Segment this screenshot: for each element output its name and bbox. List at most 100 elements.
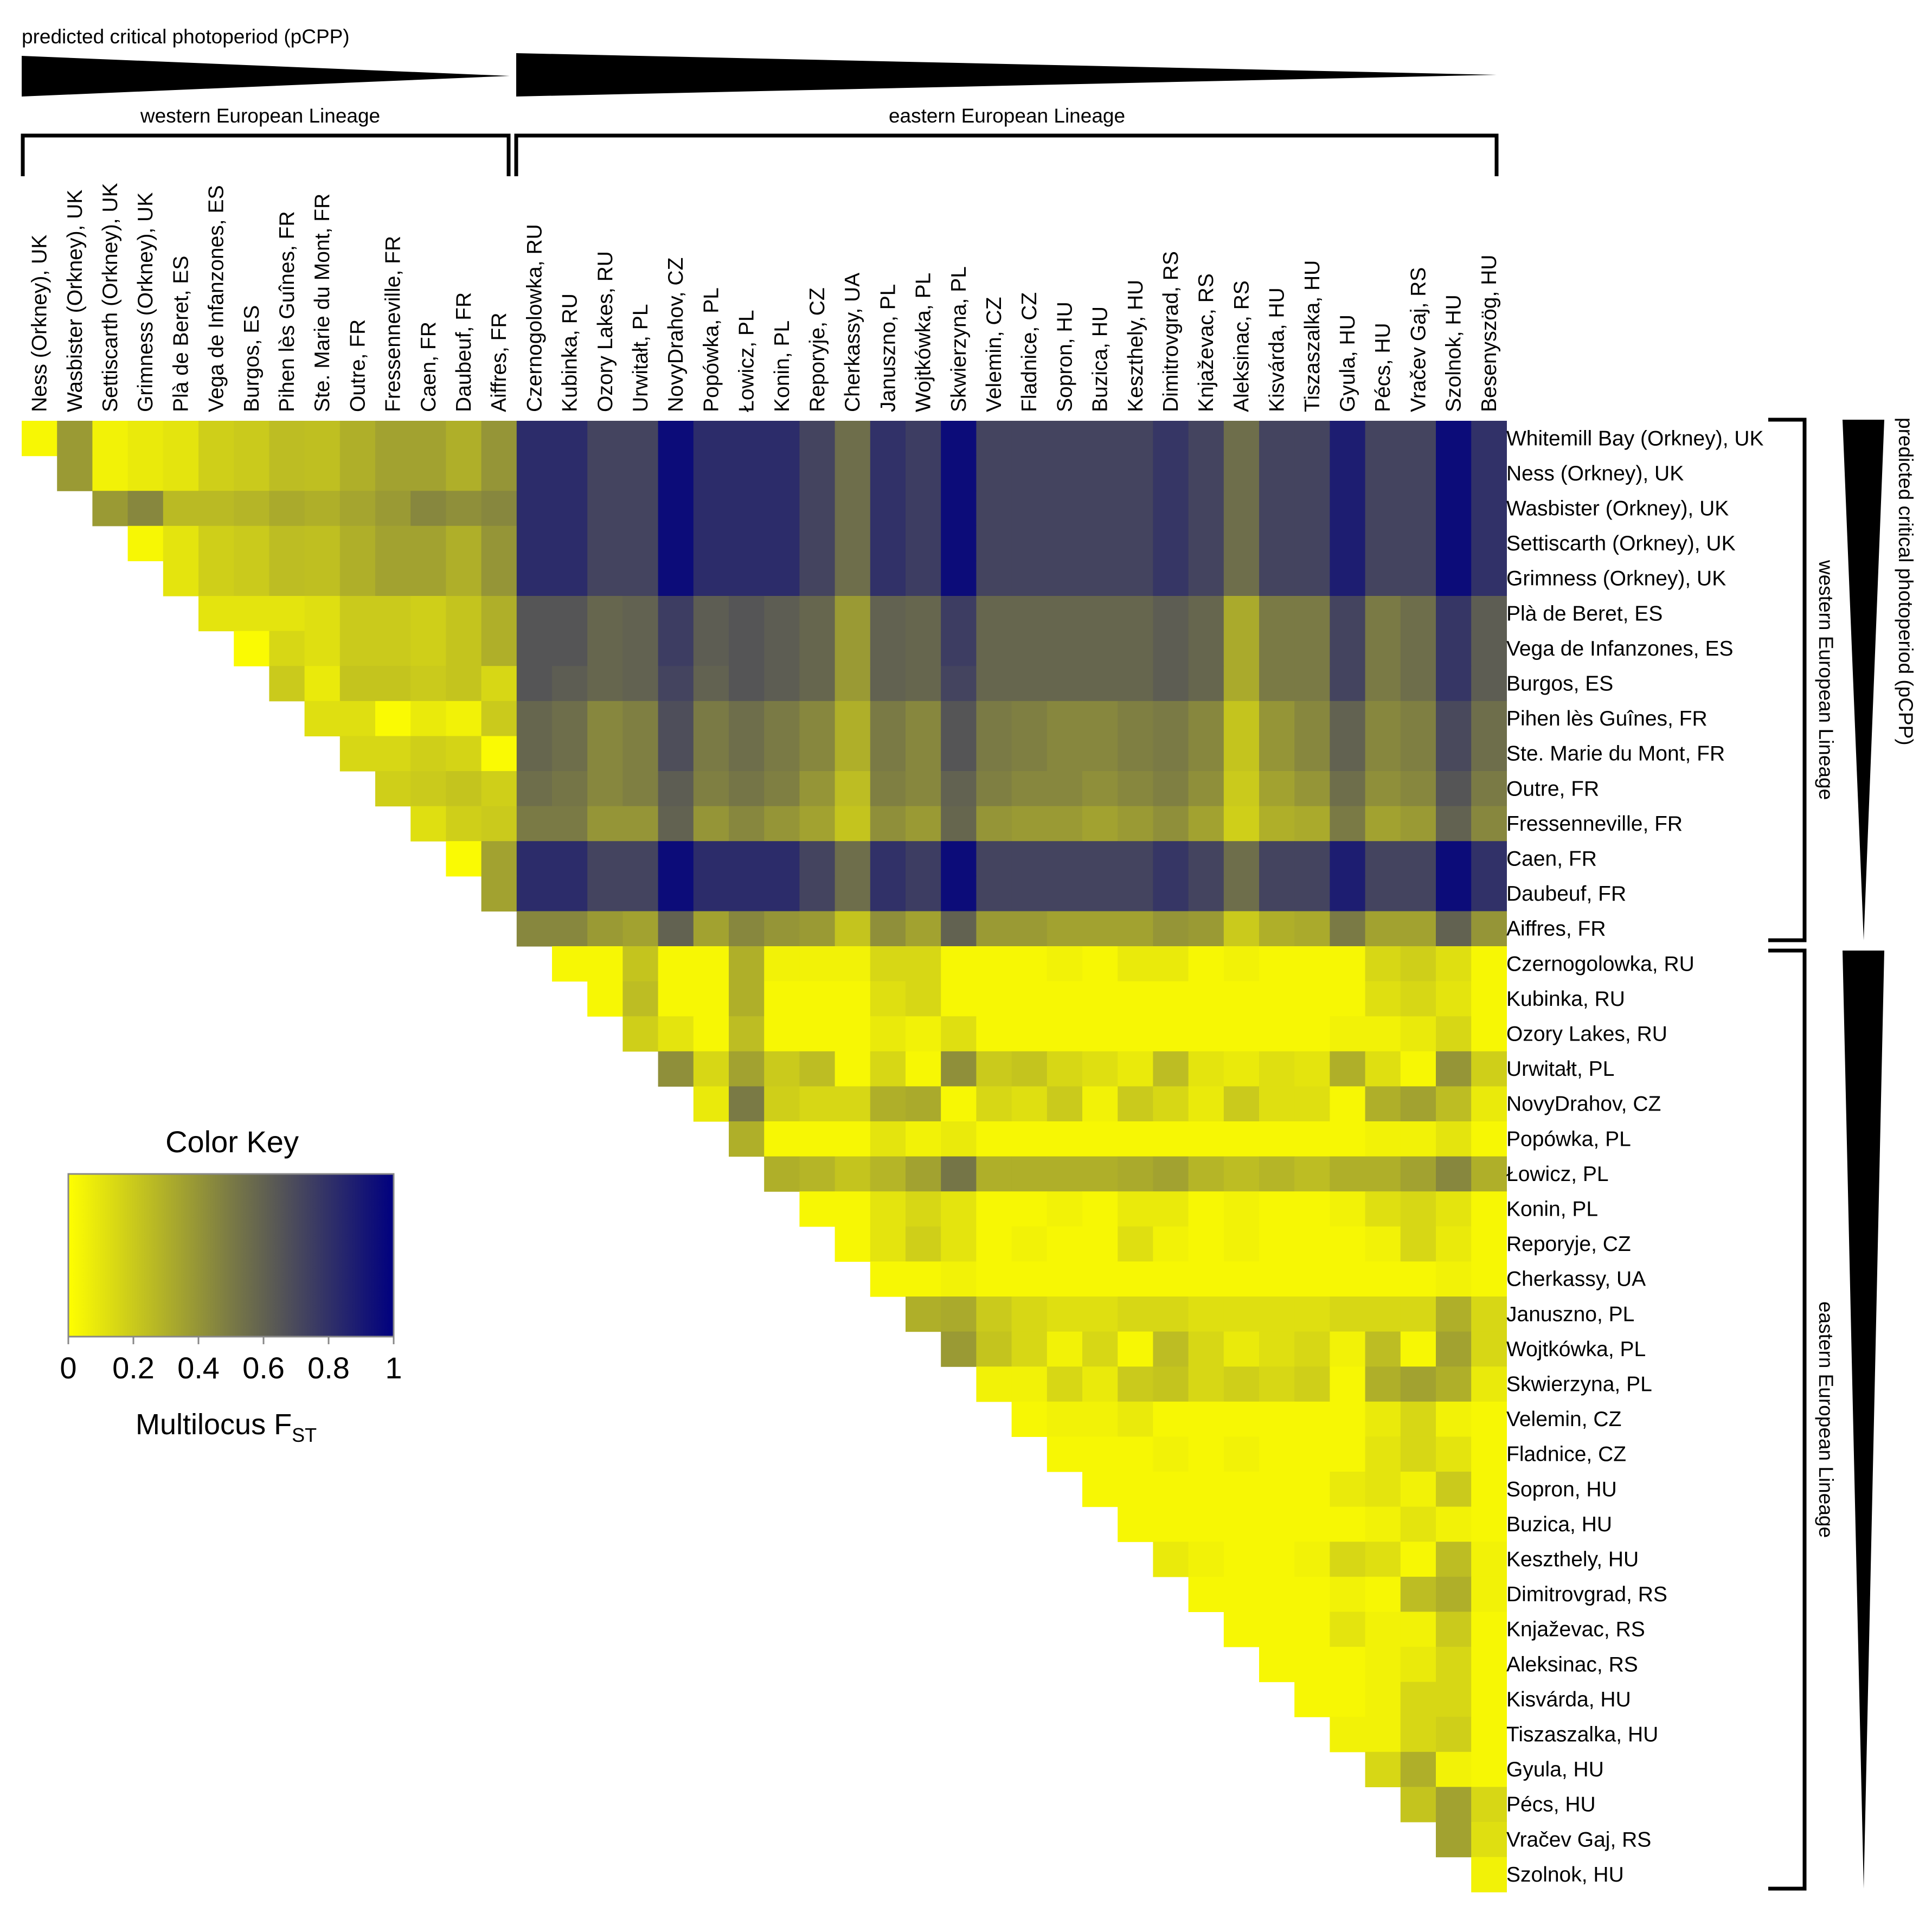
heatmap-cell: [1011, 1156, 1048, 1192]
heatmap-cell: [552, 525, 588, 561]
heatmap-cell: [410, 561, 446, 596]
heatmap-cell: [1436, 946, 1472, 982]
heatmap-cell: [516, 876, 553, 912]
heatmap-cell: [1365, 631, 1401, 666]
heatmap-cell: [941, 806, 977, 842]
heatmap-cell: [764, 806, 800, 842]
heatmap-cell: [1188, 491, 1224, 527]
heatmap-cell: [941, 701, 977, 736]
eastern-bracket-right: [1768, 948, 1807, 1891]
heatmap-cell: [1400, 1297, 1436, 1332]
heatmap-cell: [835, 561, 871, 596]
heatmap-cell: [799, 631, 836, 666]
heatmap-cell: [622, 666, 659, 702]
heatmap-cell: [658, 946, 694, 982]
heatmap-cell: [1471, 1576, 1507, 1612]
heatmap-cell: [304, 596, 341, 632]
heatmap-cell: [906, 455, 941, 491]
heatmap-cell: [587, 841, 623, 877]
heatmap-cell: [163, 561, 199, 596]
heatmap-cell: [1294, 1051, 1330, 1087]
heatmap-cell: [481, 876, 517, 912]
heatmap-cell: [1259, 1261, 1295, 1297]
heatmap-cell: [941, 911, 977, 947]
heatmap-cell: [658, 841, 694, 877]
heatmap-cell: [1330, 1401, 1366, 1437]
heatmap-cell: [1118, 631, 1153, 666]
heatmap-cell: [1047, 911, 1083, 947]
heatmap-cell: [1365, 1297, 1401, 1332]
heatmap-cell: [1047, 455, 1083, 491]
heatmap-cell: [1153, 771, 1189, 807]
heatmap-cell: [764, 1086, 800, 1122]
heatmap-cell: [1259, 806, 1295, 842]
heatmap-cell: [304, 525, 341, 561]
heatmap-cell: [304, 631, 341, 666]
heatmap-cell: [410, 596, 446, 632]
heatmap-cell: [552, 736, 588, 772]
heatmap-cell: [976, 421, 1012, 457]
heatmap-cell: [799, 561, 836, 596]
heatmap-cell: [375, 771, 411, 807]
heatmap-cell: [481, 701, 517, 736]
heatmap-cell: [1365, 1472, 1401, 1507]
heatmap-cell: [622, 455, 659, 491]
heatmap-cell: [1294, 736, 1330, 772]
heatmap-cell: [1436, 1086, 1472, 1122]
heatmap-cell: [1330, 1016, 1366, 1052]
heatmap-cell: [1223, 1506, 1260, 1542]
heatmap-cell: [1330, 1681, 1366, 1717]
heatmap-cell: [1471, 1016, 1507, 1052]
heatmap-cell: [1400, 596, 1436, 632]
heatmap-cell: [906, 1156, 941, 1192]
heatmap-cell: [693, 806, 729, 842]
heatmap-cell: [516, 491, 553, 527]
heatmap-cell: [1188, 806, 1224, 842]
heatmap-cell: [1330, 911, 1366, 947]
heatmap-cell: [1294, 1191, 1330, 1227]
heatmap-cell: [1223, 806, 1260, 842]
heatmap-cell: [552, 911, 588, 947]
row-label: Pihen lès Guînes, FR: [1506, 707, 1708, 730]
color-key-tick-label: 0: [60, 1351, 76, 1385]
heatmap-cell: [976, 771, 1012, 807]
heatmap-cell: [1153, 631, 1189, 666]
heatmap-cell: [1294, 1156, 1330, 1192]
heatmap-cell: [1118, 806, 1153, 842]
heatmap-cell: [1011, 911, 1048, 947]
heatmap-cell: [1365, 1401, 1401, 1437]
heatmap-cell: [1047, 736, 1083, 772]
heatmap-cell: [1188, 911, 1224, 947]
heatmap-cell: [941, 455, 977, 491]
heatmap-cell: [1330, 491, 1366, 527]
heatmap-cell: [234, 421, 269, 457]
heatmap-cell: [1082, 946, 1118, 982]
heatmap-cell: [1294, 841, 1330, 877]
heatmap-cell: [1471, 455, 1507, 491]
column-label: NovyDrahov, CZ: [664, 258, 688, 412]
heatmap-cell: [941, 631, 977, 666]
heatmap-cell: [587, 771, 623, 807]
heatmap-cell: [870, 1261, 906, 1297]
heatmap-cell: [1294, 1681, 1330, 1717]
heatmap-cell: [976, 946, 1012, 982]
heatmap-cell: [1118, 1331, 1153, 1367]
color-key-tick-label: 1: [385, 1351, 402, 1385]
heatmap-cell: [516, 771, 553, 807]
heatmap-cell: [1294, 1366, 1330, 1402]
heatmap-cell: [1436, 1681, 1472, 1717]
heatmap-cell: [375, 491, 411, 527]
heatmap-cell: [1153, 1472, 1189, 1507]
heatmap-cell: [906, 631, 941, 666]
row-label: Konin, PL: [1506, 1198, 1598, 1221]
column-label: Pihen lès Guînes, FR: [275, 211, 299, 412]
heatmap-cell: [234, 455, 269, 491]
heatmap-cell: [22, 421, 57, 457]
heatmap-cell: [1011, 525, 1048, 561]
heatmap-cell: [1259, 841, 1295, 877]
column-label: Ozory Lakes, RU: [594, 251, 617, 412]
heatmap-cell: [1400, 491, 1436, 527]
heatmap-cell: [1153, 455, 1189, 491]
heatmap-cell: [1011, 1086, 1048, 1122]
heatmap-cell: [1365, 666, 1401, 702]
